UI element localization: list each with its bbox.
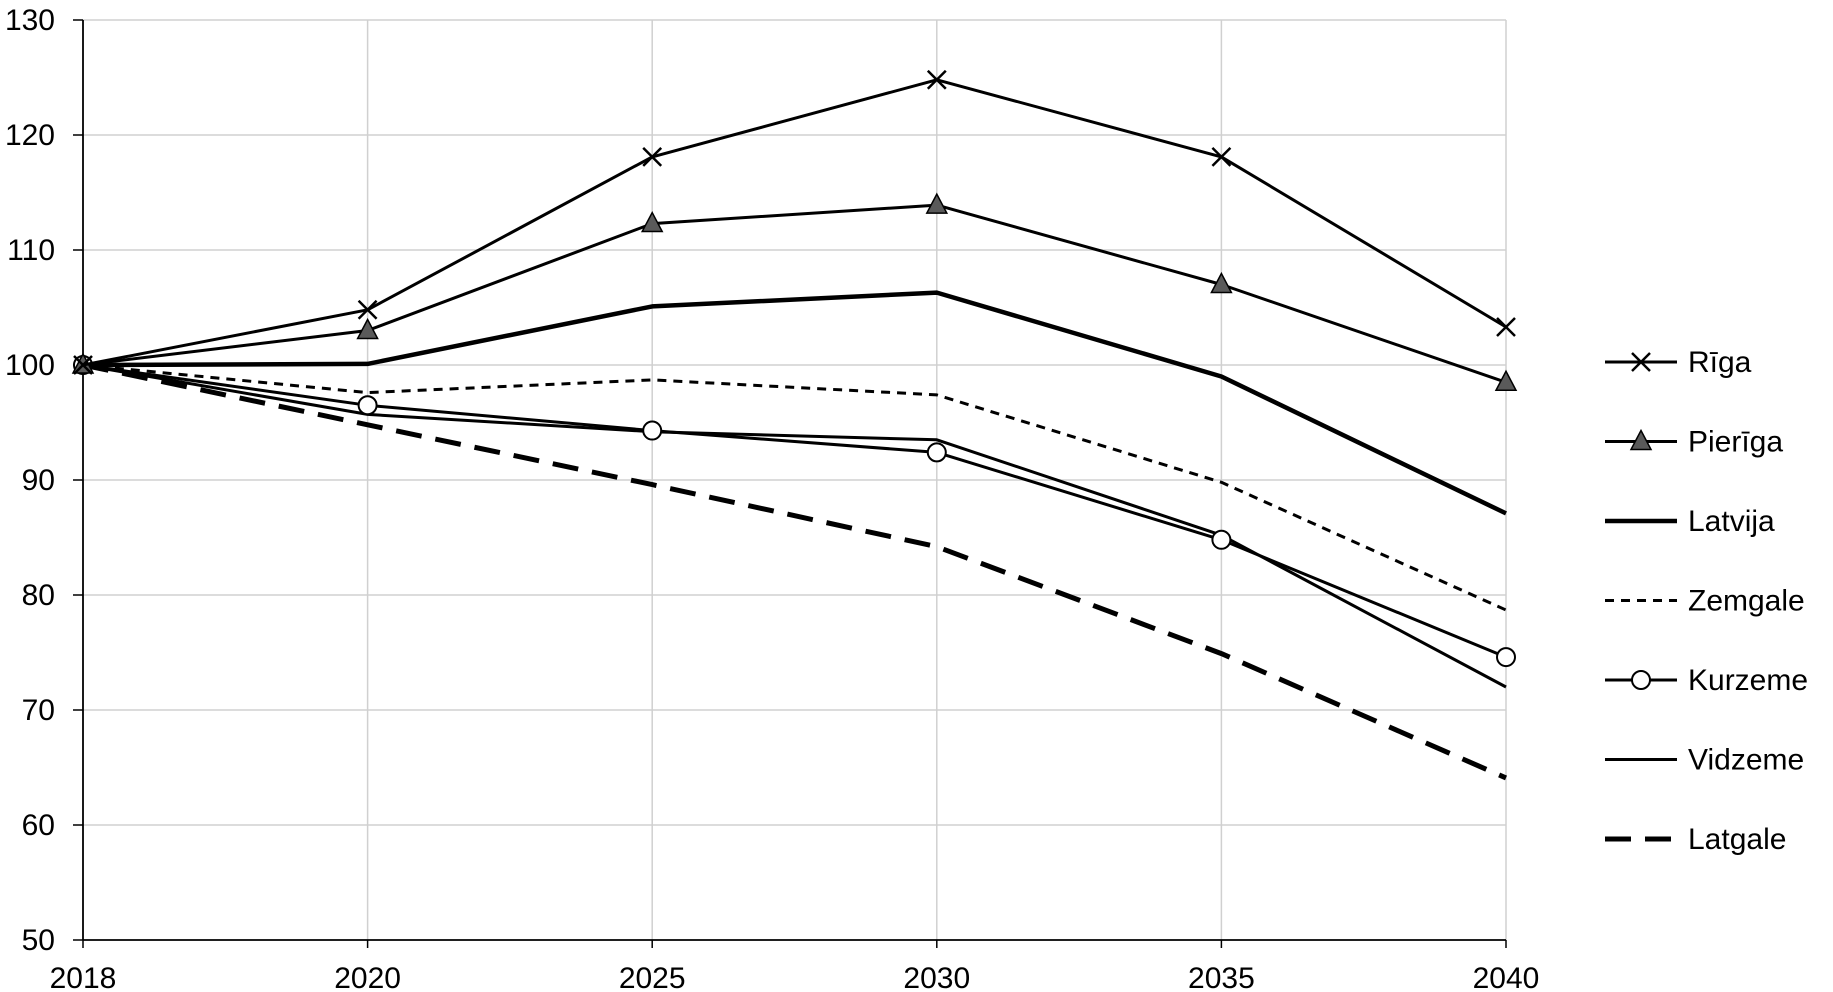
legend-marker	[1631, 352, 1651, 372]
legend-item: Pierīga	[1605, 426, 1783, 459]
data-point-marker	[642, 146, 663, 167]
data-point-marker	[1496, 317, 1516, 337]
y-tick-label: 50	[22, 924, 55, 957]
series-line	[82, 203, 1507, 384]
series-line	[82, 78, 1507, 367]
data-point-marker	[640, 210, 664, 233]
series-0	[73, 69, 1516, 375]
y-tick-label: 60	[22, 809, 55, 842]
y-tick-label: 110	[7, 234, 55, 267]
gridlines	[83, 19, 1507, 940]
series-line	[82, 363, 1507, 612]
legend-item: Latvija	[1605, 505, 1775, 538]
legend-item: Rīga	[1605, 346, 1752, 379]
data-point-marker	[925, 192, 949, 214]
series-line	[82, 363, 1507, 689]
series-5	[82, 363, 1507, 689]
series-lines	[71, 69, 1518, 781]
legend-label: Latgale	[1688, 823, 1786, 856]
data-point-marker	[926, 442, 947, 463]
y-tick-label: 120	[5, 119, 55, 152]
y-tick-label: 100	[5, 349, 55, 382]
series-2	[82, 290, 1507, 516]
series-line	[82, 363, 1507, 659]
x-tick-label: 2020	[334, 962, 401, 992]
series-4	[73, 355, 1516, 668]
data-point-marker	[1496, 647, 1516, 668]
y-tick-label: 90	[22, 464, 55, 497]
x-tick-label: 2025	[619, 962, 686, 992]
data-point-marker	[1211, 529, 1232, 550]
legend-item: Latgale	[1605, 823, 1786, 856]
x-tick-label: 2018	[50, 962, 117, 992]
y-tick-label: 70	[22, 694, 55, 727]
series-line	[82, 362, 1508, 781]
data-point-marker	[1210, 271, 1233, 294]
series-line	[82, 290, 1507, 516]
data-point-marker	[1211, 146, 1232, 167]
axes	[73, 19, 1507, 948]
x-tick-label: 2035	[1188, 962, 1255, 992]
data-point-marker	[357, 395, 378, 416]
legend-label: Latvija	[1688, 505, 1775, 538]
data-point-marker	[73, 355, 93, 375]
y-tick-labels: 50 60 70 80 90 100 110 120 130	[5, 4, 55, 957]
data-point-marker	[1494, 369, 1518, 391]
legend-label: Kurzeme	[1688, 664, 1808, 697]
x-tick-label: 2040	[1473, 962, 1540, 992]
legend-item: Zemgale	[1605, 585, 1805, 618]
y-tick-label: 130	[5, 4, 55, 37]
x-tick-label: 2030	[903, 962, 970, 992]
data-point-marker	[926, 69, 947, 90]
legend-marker	[1631, 670, 1651, 690]
legend-marker	[1629, 428, 1653, 451]
legend: Rīga Pierīga Latvija Zemgale Kurzeme Vidzeme L…	[1605, 346, 1808, 856]
legend-label: Zemgale	[1688, 585, 1805, 618]
y-tick-label: 80	[22, 579, 55, 612]
series-1	[71, 192, 1518, 391]
series-3	[82, 363, 1507, 612]
series-6	[82, 362, 1508, 781]
data-point-marker	[642, 420, 663, 441]
x-tick-labels: 2018 2020 2025 2030 2035 2040	[50, 962, 1540, 992]
legend-item: Kurzeme	[1605, 664, 1808, 697]
legend-label: Vidzeme	[1688, 744, 1804, 777]
data-point-marker	[356, 317, 379, 340]
legend-item: Vidzeme	[1605, 744, 1804, 777]
data-point-marker	[357, 299, 378, 320]
legend-label: Pierīga	[1688, 426, 1783, 459]
legend-label: Rīga	[1688, 346, 1752, 379]
